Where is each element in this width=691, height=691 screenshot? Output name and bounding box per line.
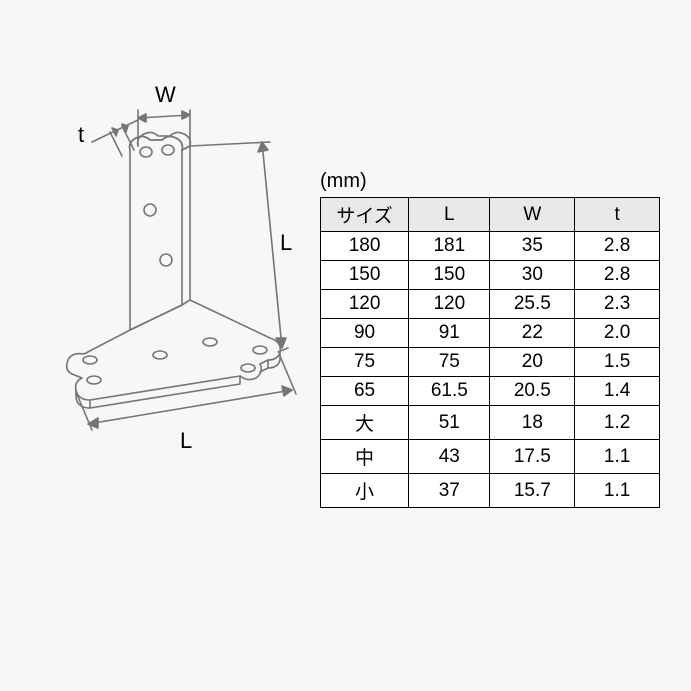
cell: 2.8 [575,232,660,261]
cell: 18 [490,406,575,440]
cell: 2.8 [575,261,660,290]
cell: 120 [409,290,490,319]
table-row: 180 181 35 2.8 [321,232,660,261]
cell: 180 [321,232,409,261]
cell: 30 [490,261,575,290]
col-L: L [409,198,490,232]
cell: 中 [321,440,409,474]
table-row: 90 91 22 2.0 [321,319,660,348]
cell: 1.1 [575,440,660,474]
table-row: 中 43 17.5 1.1 [321,440,660,474]
cell: 2.0 [575,319,660,348]
table-row: 大 51 18 1.2 [321,406,660,440]
cell: 150 [409,261,490,290]
cell: 2.3 [575,290,660,319]
table-row: 120 120 25.5 2.3 [321,290,660,319]
spec-table-section: (mm) サイズ L W t 180 181 35 2.8 [320,170,660,508]
cell: 大 [321,406,409,440]
cell: 75 [321,348,409,377]
cell: 1.2 [575,406,660,440]
cell: 61.5 [409,377,490,406]
col-size: サイズ [321,198,409,232]
cell: 15.7 [490,474,575,508]
bracket-diagram: W t L L [50,80,310,460]
dim-label-W: W [155,82,176,108]
cell: 20.5 [490,377,575,406]
table-row: 65 61.5 20.5 1.4 [321,377,660,406]
cell: 91 [409,319,490,348]
bracket-svg [50,80,310,460]
spec-table: サイズ L W t 180 181 35 2.8 150 150 30 2.8 [320,197,660,508]
cell: 37 [409,474,490,508]
table-row: 150 150 30 2.8 [321,261,660,290]
dim-label-t: t [78,122,84,148]
cell: 小 [321,474,409,508]
cell: 22 [490,319,575,348]
cell: 65 [321,377,409,406]
unit-label: (mm) [320,170,660,193]
cell: 90 [321,319,409,348]
cell: 20 [490,348,575,377]
cell: 35 [490,232,575,261]
cell: 1.1 [575,474,660,508]
cell: 51 [409,406,490,440]
cell: 150 [321,261,409,290]
dim-label-L-horiz: L [180,428,192,454]
table-body: 180 181 35 2.8 150 150 30 2.8 120 120 25… [321,232,660,508]
cell: 25.5 [490,290,575,319]
cell: 75 [409,348,490,377]
cell: 17.5 [490,440,575,474]
table-row: 小 37 15.7 1.1 [321,474,660,508]
page-container: W t L L (mm) サイズ L W t 180 181 [0,0,691,691]
cell: 120 [321,290,409,319]
col-W: W [490,198,575,232]
table-header-row: サイズ L W t [321,198,660,232]
cell: 1.5 [575,348,660,377]
cell: 1.4 [575,377,660,406]
table-row: 75 75 20 1.5 [321,348,660,377]
cell: 43 [409,440,490,474]
cell: 181 [409,232,490,261]
dim-label-L-vert: L [280,230,292,256]
col-t: t [575,198,660,232]
